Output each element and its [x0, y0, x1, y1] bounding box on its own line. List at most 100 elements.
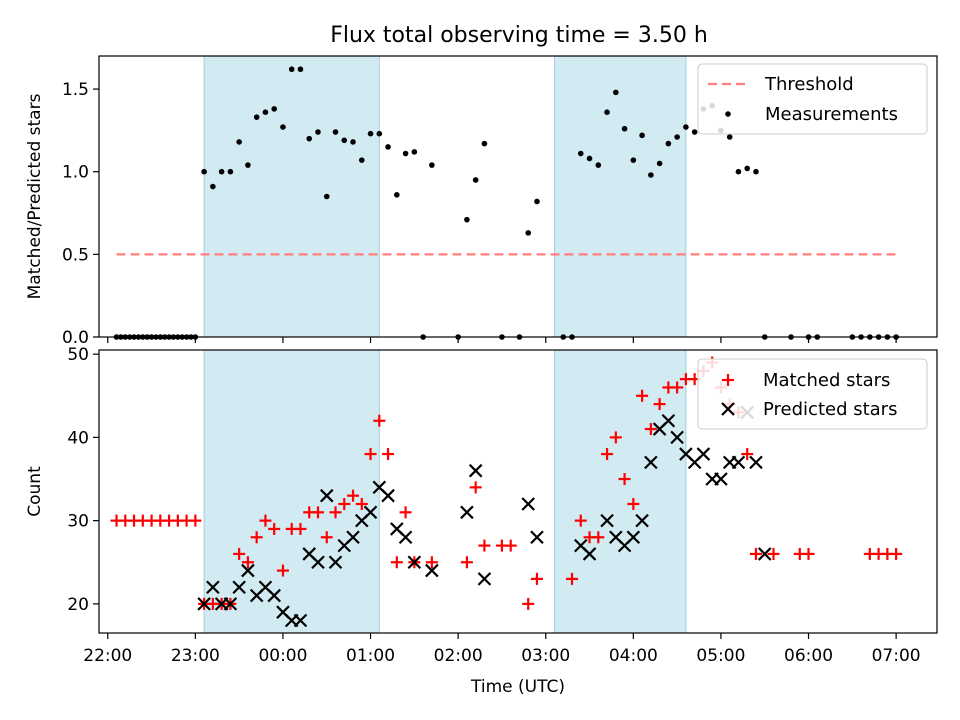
predicted-star-point [626, 530, 641, 545]
predicted-star-mark-b [267, 588, 281, 603]
measurement-point [604, 109, 610, 115]
legend-predicted-swatch-b [721, 402, 735, 416]
predicted-star-mark-b [696, 447, 711, 461]
predicted-star-point [223, 597, 238, 611]
figure-title: Flux total observing time = 3.50 h [330, 23, 708, 48]
predicted-star-mark-b [311, 555, 325, 570]
matched-star-point [653, 398, 666, 411]
predicted-star-mark-b [460, 505, 474, 520]
measurement-point [630, 157, 637, 163]
top-panel: 0.0 0.5 1.0 1.5 Matched/Predicted stars Thres… [25, 55, 938, 348]
measurement-point [271, 106, 277, 112]
predicted-star-mark-b [346, 530, 360, 545]
matched-star-point [189, 514, 202, 527]
predicted-star-mark-b [302, 547, 317, 561]
predicted-star-point [521, 497, 535, 511]
measurement-point [280, 124, 286, 130]
matched-star-point [241, 556, 254, 569]
matched-star-point [268, 522, 281, 535]
predicted-star-mark-b [293, 613, 308, 628]
predicted-star-mark-b [582, 547, 597, 561]
predicted-star-mark-b [530, 530, 544, 545]
predicted-star-point [460, 505, 474, 520]
predicted-star-point [696, 447, 711, 461]
predicted-star-mark-b [258, 580, 273, 594]
x-tick-label: 03:00 [521, 646, 570, 666]
predicted-star-mark-b [372, 480, 387, 495]
measurement-point [534, 198, 540, 205]
measurement-point [341, 137, 348, 144]
matched-star-point [329, 506, 342, 519]
matched-star-point [592, 531, 605, 544]
measurement-point [639, 132, 645, 139]
measurement-point [595, 162, 602, 168]
measurement-point [744, 165, 751, 172]
predicted-star-point [241, 563, 255, 578]
measurement-point [621, 125, 628, 132]
predicted-star-mark-b [232, 580, 246, 594]
matched-star-point [469, 481, 482, 494]
matched-star-point [311, 506, 324, 519]
predicted-star-point [644, 455, 658, 470]
predicted-star-mark-b [644, 455, 658, 470]
measurement-point [297, 66, 304, 73]
predicted-star-mark-b [468, 463, 483, 478]
predicted-star-mark-b [363, 505, 378, 520]
predicted-star-mark-b [390, 522, 404, 536]
predicted-star-point [398, 530, 413, 545]
matched-star-point [364, 448, 377, 461]
measurement-point [367, 130, 374, 137]
top-axes-frame [98, 55, 938, 338]
measurement-point [210, 183, 216, 190]
predicted-star-point [635, 513, 649, 528]
predicted-star-point [197, 597, 211, 611]
legend-predicted-label: Predicted stars [763, 399, 897, 420]
legend-measurement-swatch [725, 111, 731, 117]
matched-star-point [530, 572, 543, 585]
matched-star-point [338, 497, 351, 510]
bottom-legend: Matched stars Predicted stars [697, 358, 928, 430]
measurement-point [674, 134, 680, 140]
bottom-shaded-interval-0 [203, 349, 380, 634]
measurement-point [464, 216, 470, 223]
matched-star-point [347, 489, 360, 502]
top-y-tick-label: 0.0 [62, 328, 89, 348]
matched-star-point [636, 389, 649, 402]
predicted-star-mark-b [749, 455, 763, 470]
matched-star-point [460, 556, 473, 569]
predicted-star-mark-b [714, 472, 728, 486]
measurement-point [525, 230, 532, 236]
predicted-star-mark-b [661, 413, 676, 428]
matched-star-point [522, 597, 535, 610]
predicted-star-point [714, 472, 728, 486]
predicted-star-mark-b [609, 530, 623, 545]
measurement-point [429, 162, 435, 168]
predicted-star-point [582, 547, 597, 561]
top-legend: Threshold Measurements [697, 63, 928, 135]
predicted-star-mark-b [757, 547, 772, 561]
measurement-point [323, 193, 330, 200]
x-tick-label: 23:00 [171, 646, 220, 666]
matched-star-point [749, 547, 762, 560]
bottom-axes-frame [98, 349, 938, 634]
x-tick-label: 04:00 [609, 646, 658, 666]
matched-star-point [504, 539, 517, 552]
matched-star-point [390, 556, 403, 569]
matched-star-point [425, 556, 438, 569]
matched-star-point [890, 547, 903, 560]
measurement-point [306, 135, 313, 142]
measurement-point [683, 124, 689, 130]
matched-star-point [259, 514, 272, 527]
x-tick-label: 02:00 [434, 646, 483, 666]
predicted-star-point [267, 588, 281, 603]
predicted-star-mark-b [670, 430, 684, 445]
measurement-point [288, 66, 295, 73]
matched-star-point [618, 473, 631, 486]
measurement-point [726, 134, 733, 140]
measurement-point [691, 129, 698, 135]
x-tick-label: 01:00 [346, 646, 395, 666]
predicted-star-mark-b [626, 530, 641, 545]
measurement-point [753, 168, 759, 175]
measurement-point [656, 160, 663, 167]
